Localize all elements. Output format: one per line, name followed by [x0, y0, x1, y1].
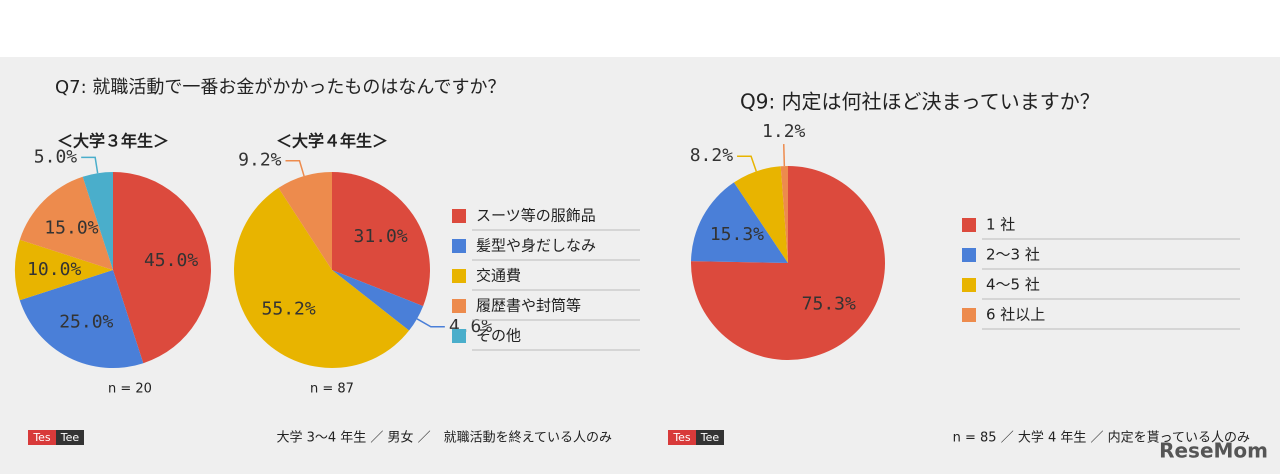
pie-slice [278, 172, 332, 270]
pie-slice [82, 172, 113, 270]
leader-line [737, 155, 758, 172]
logo: Tee [700, 431, 720, 444]
logo-box [696, 430, 724, 445]
logo: Tee [60, 431, 80, 444]
chart-title: ＜大学３年生＞ [57, 132, 169, 151]
pie-slice [113, 172, 211, 364]
pie-slice [15, 239, 114, 301]
legend-swatch [452, 299, 466, 313]
pie-slice [332, 270, 424, 331]
pie-slice [19, 176, 113, 270]
value-label: 10.0% [27, 259, 81, 280]
value-label: 25.0% [59, 311, 113, 332]
legend-label: 2～3 社 [986, 246, 1040, 264]
pie-slice [691, 166, 885, 360]
pie-slice [733, 166, 788, 263]
pie-slice [691, 182, 788, 263]
value-label: 75.3% [802, 294, 856, 315]
sample-note: n = 20 [108, 382, 152, 397]
legend-swatch [452, 329, 466, 343]
legend-swatch [452, 269, 466, 283]
legend-swatch [962, 278, 976, 292]
pie-slice [780, 166, 788, 263]
value-label: 15.0% [44, 217, 98, 238]
legend-swatch [452, 209, 466, 223]
value-label: 5.0% [34, 146, 78, 167]
legend-swatch [452, 239, 466, 253]
value-label: 55.2% [262, 299, 316, 320]
legend-label: 髪型や身だしなみ [476, 237, 596, 255]
leader-line [416, 318, 445, 328]
leader-line [81, 156, 99, 174]
value-label: 1.2% [762, 121, 806, 142]
legend-label: 履歴書や封筒等 [476, 297, 581, 315]
footer-note: 大学 3～4 年生 ／ 男女 ／ 就職活動を終えている人のみ [276, 430, 612, 446]
legend-label: スーツ等の服飾品 [476, 207, 596, 225]
logo-box [28, 430, 56, 445]
panel-title: Q9: 内定は何社ほど決まっていますか？ [740, 90, 1100, 114]
legend-label: その他 [476, 327, 521, 345]
pie-slice [234, 187, 410, 368]
legend-swatch [962, 218, 976, 232]
pie-slice [332, 172, 430, 307]
value-label: 31.0% [354, 226, 408, 247]
logo: Tes [32, 431, 51, 444]
legend-label: 6 社以上 [986, 306, 1045, 324]
background [0, 57, 1280, 474]
value-label: 45.0% [144, 250, 198, 271]
legend-label: 1 社 [986, 216, 1015, 234]
logo: Tes [672, 431, 691, 444]
leader-line [782, 144, 786, 167]
logo-box [668, 430, 696, 445]
logo-box [56, 430, 84, 445]
leader-line [285, 159, 305, 177]
value-label: 8.2% [690, 145, 734, 166]
value-label: 15.3% [710, 224, 764, 245]
chart-title: ＜大学４年生＞ [276, 132, 388, 151]
sample-note: n = 87 [310, 382, 354, 397]
panel-title: Q7: 就職活動で一番お金がかかったものはなんですか？ [55, 77, 506, 98]
pie-slice [19, 270, 144, 369]
legend-label: 交通費 [476, 267, 521, 285]
footer-note: n = 85 ／ 大学 4 年生 ／ 内定を貰っている人のみ [953, 430, 1250, 446]
legend-label: 4～5 社 [986, 276, 1040, 294]
legend-swatch [962, 248, 976, 262]
value-label: 9.2% [238, 150, 282, 171]
watermark: ReseMom [1159, 439, 1268, 463]
legend-swatch [962, 308, 976, 322]
